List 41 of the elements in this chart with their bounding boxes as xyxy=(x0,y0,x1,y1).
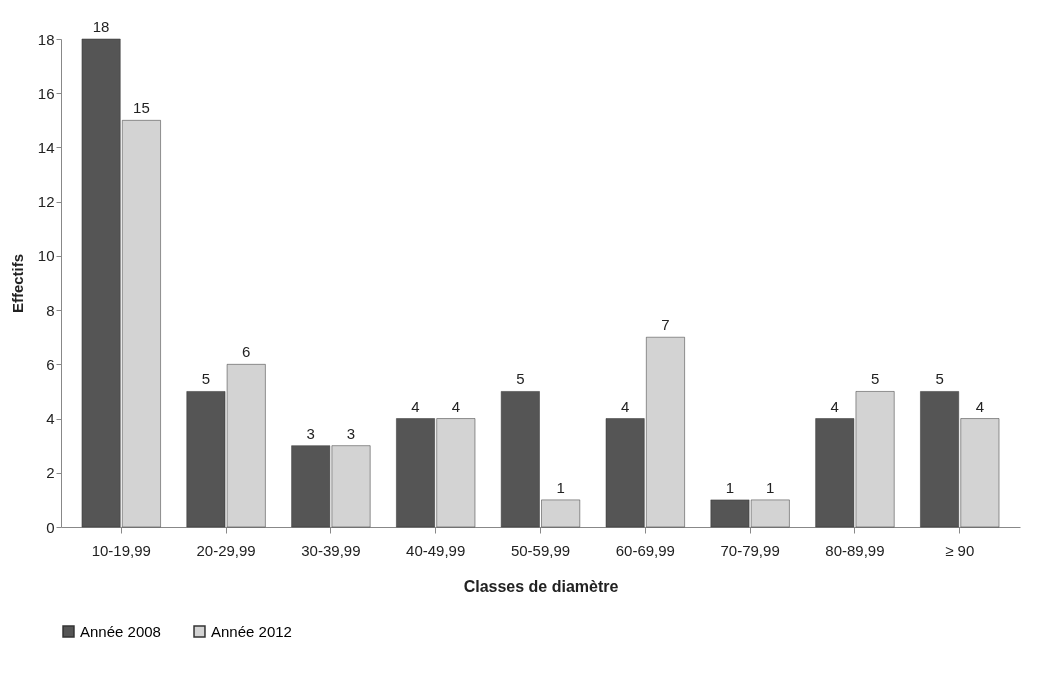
y-tick-label: 2 xyxy=(46,464,55,482)
data-label: 1 xyxy=(725,478,735,496)
data-label: 1 xyxy=(766,478,775,496)
data-label: 1 xyxy=(556,478,565,496)
data-label: 18 xyxy=(92,18,110,35)
x-tick-label: 20-29,99 xyxy=(196,541,256,559)
x-tick-label: 10-19,99 xyxy=(91,541,151,559)
data-label: 15 xyxy=(133,99,150,117)
data-label: 4 xyxy=(975,397,985,415)
x-tick-label: 50-59,99 xyxy=(510,541,571,559)
data-label: 6 xyxy=(242,343,251,361)
y-tick-label: 16 xyxy=(37,84,55,102)
y-tick-label: 14 xyxy=(37,138,55,156)
y-axis-title: Effectifs xyxy=(8,253,26,314)
y-tick-label: 12 xyxy=(37,193,55,211)
legend-label: Année 2008 xyxy=(80,622,161,640)
x-tick-label: 70-79,99 xyxy=(720,541,780,559)
x-tick-label: 40-49,99 xyxy=(406,541,466,559)
data-label: 3 xyxy=(346,424,356,442)
x-tick-label: 60-69,99 xyxy=(615,541,675,559)
y-tick-label: 18 xyxy=(37,30,55,48)
y-tick-label: 4 xyxy=(46,410,55,428)
x-tick-label: 80-89,99 xyxy=(825,541,885,559)
data-label: 4 xyxy=(411,397,420,415)
data-label: 4 xyxy=(451,397,461,415)
x-tick-label: ≥ 90 xyxy=(945,541,975,559)
data-label: 4 xyxy=(620,397,630,415)
y-tick-label: 8 xyxy=(46,301,55,319)
x-axis-title: Classes de diamètre xyxy=(463,577,619,595)
y-tick-label: 0 xyxy=(46,518,55,536)
data-label: 5 xyxy=(935,370,944,388)
y-tick-label: 10 xyxy=(37,247,55,265)
data-label: 3 xyxy=(306,424,315,442)
data-label: 4 xyxy=(830,397,839,415)
x-tick-label: 30-39,99 xyxy=(301,541,361,559)
data-label: 5 xyxy=(201,370,211,388)
data-label: 5 xyxy=(870,370,880,388)
data-label: 7 xyxy=(661,316,670,334)
data-label: 5 xyxy=(516,370,525,388)
y-tick-label: 6 xyxy=(46,355,55,373)
legend-label: Année 2012 xyxy=(211,622,292,640)
